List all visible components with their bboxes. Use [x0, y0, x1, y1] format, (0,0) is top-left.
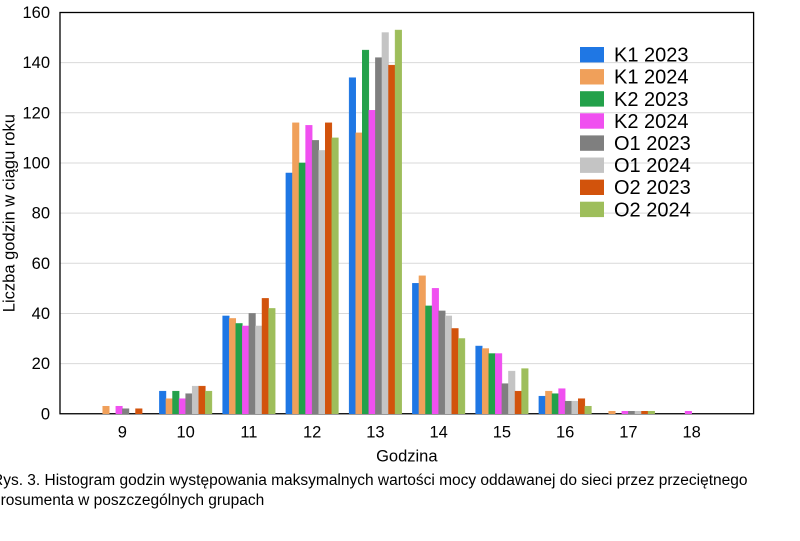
svg-text:Godzina: Godzina [376, 447, 438, 465]
svg-text:16: 16 [556, 423, 574, 441]
svg-text:160: 160 [22, 4, 50, 22]
svg-text:9: 9 [118, 423, 127, 441]
svg-text:K1 2024: K1 2024 [614, 67, 689, 89]
svg-text:O1 2023: O1 2023 [614, 133, 691, 155]
svg-text:18: 18 [682, 423, 700, 441]
svg-text:12: 12 [303, 423, 321, 441]
svg-text:Liczba godzin w ciągu roku: Liczba godzin w ciągu roku [1, 114, 19, 312]
svg-text:K2 2024: K2 2024 [614, 111, 689, 133]
svg-text:10: 10 [176, 423, 194, 441]
svg-text:60: 60 [32, 255, 50, 273]
svg-text:K2 2023: K2 2023 [614, 89, 689, 111]
svg-text:40: 40 [32, 305, 50, 323]
svg-text:13: 13 [366, 423, 384, 441]
svg-text:0: 0 [41, 405, 50, 423]
svg-text:17: 17 [619, 423, 637, 441]
svg-text:140: 140 [22, 54, 50, 72]
svg-text:15: 15 [493, 423, 511, 441]
svg-text:O1 2024: O1 2024 [614, 155, 691, 177]
svg-text:80: 80 [32, 205, 50, 223]
svg-text:20: 20 [32, 355, 50, 373]
svg-text:O2 2024: O2 2024 [614, 199, 691, 221]
svg-text:120: 120 [22, 104, 50, 122]
svg-text:K1 2023: K1 2023 [614, 45, 689, 67]
svg-text:100: 100 [22, 154, 50, 172]
svg-text:14: 14 [429, 423, 447, 441]
svg-text:O2 2023: O2 2023 [614, 177, 691, 199]
svg-text:11: 11 [240, 423, 257, 441]
